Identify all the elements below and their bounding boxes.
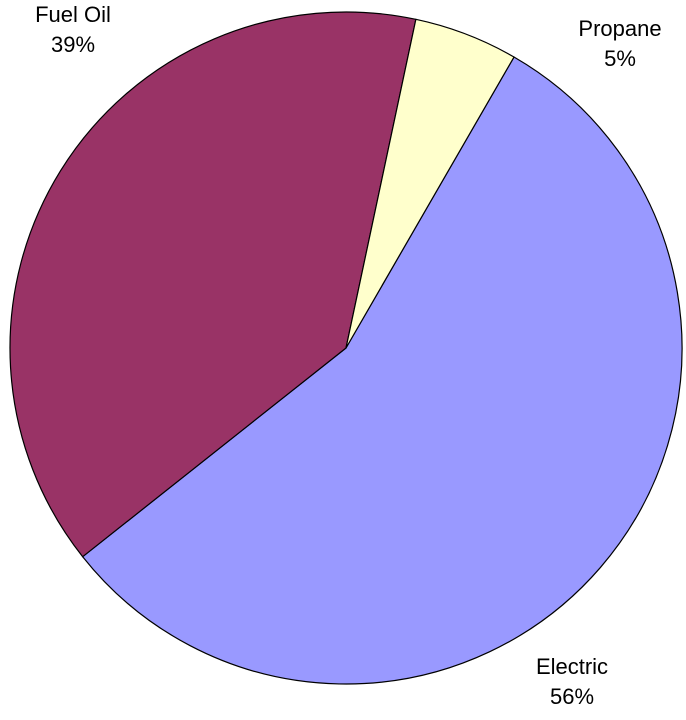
pie-label-fuel-oil-percent: 39% <box>51 32 95 57</box>
pie-slices <box>9 11 683 685</box>
pie-label-electric-name: Electric <box>536 654 608 679</box>
pie-label-propane-percent: 5% <box>604 46 636 71</box>
pie-slice-fuel-oil <box>9 11 417 558</box>
pie-slice-electric <box>82 56 683 685</box>
pie-labels: Electric 56% Fuel Oil 39% Propane 5% <box>35 2 661 709</box>
pie-label-electric-percent: 56% <box>550 684 594 709</box>
pie-slice-propane <box>345 18 515 349</box>
pie-label-fuel-oil-name: Fuel Oil <box>35 2 111 27</box>
pie-label-propane-name: Propane <box>578 16 661 41</box>
pie-label-electric: Electric 56% <box>536 654 608 709</box>
pie-label-fuel-oil: Fuel Oil 39% <box>35 2 111 57</box>
pie-label-propane: Propane 5% <box>578 16 661 71</box>
